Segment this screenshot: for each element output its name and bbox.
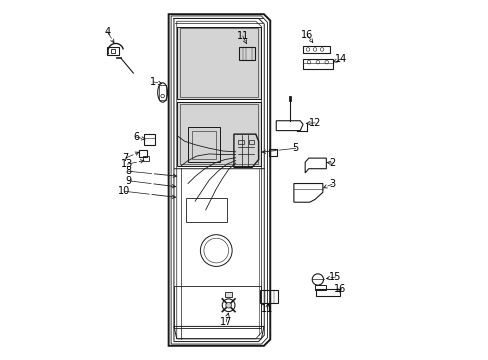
Polygon shape	[176, 102, 261, 166]
Text: 1: 1	[150, 77, 156, 87]
Text: 3: 3	[328, 179, 334, 189]
Text: 11: 11	[261, 304, 273, 314]
Text: 5: 5	[292, 143, 298, 153]
Text: 16: 16	[333, 284, 345, 294]
Polygon shape	[176, 27, 261, 99]
Text: 10: 10	[118, 186, 130, 196]
Text: 7: 7	[122, 153, 128, 163]
Text: 15: 15	[328, 272, 341, 282]
Text: 17: 17	[220, 317, 232, 327]
Text: 16: 16	[301, 30, 313, 40]
Text: 14: 14	[335, 54, 347, 64]
Circle shape	[225, 302, 231, 308]
Text: 6: 6	[133, 132, 139, 142]
Text: 9: 9	[125, 176, 131, 186]
Text: 2: 2	[328, 158, 334, 168]
Text: 4: 4	[104, 27, 110, 37]
Text: 8: 8	[125, 166, 131, 176]
Text: 11: 11	[236, 31, 248, 41]
Text: 12: 12	[308, 118, 321, 128]
Polygon shape	[224, 292, 232, 297]
Text: 13: 13	[121, 159, 133, 169]
